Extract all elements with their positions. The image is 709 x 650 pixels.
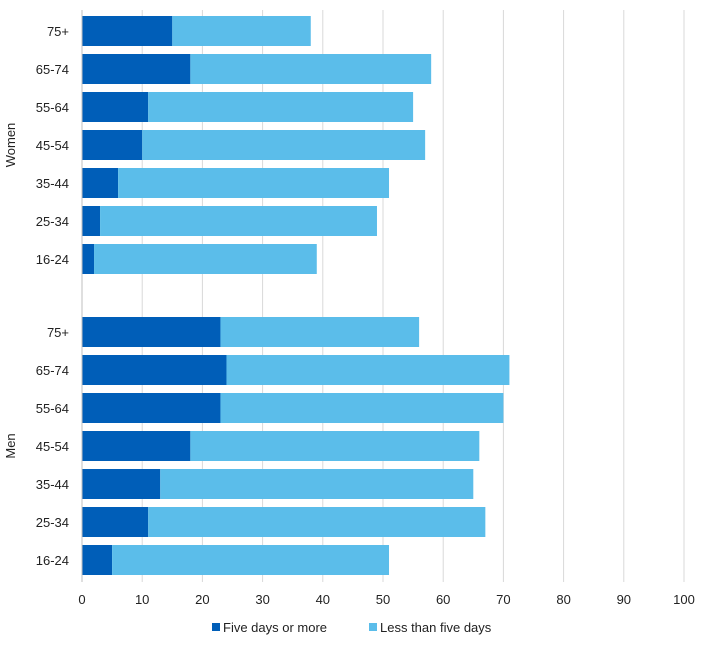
x-tick-label: 30	[255, 592, 269, 607]
y-category-label: 25-34	[36, 515, 69, 530]
bar-five-days-or-more	[82, 545, 113, 575]
bar-five-days-or-more	[82, 469, 161, 499]
legend-swatch	[369, 623, 377, 631]
bar-less-than-five-days	[148, 92, 414, 122]
bar-less-than-five-days	[94, 244, 317, 274]
bar-five-days-or-more	[82, 92, 149, 122]
bar-less-than-five-days	[226, 355, 510, 385]
legend: Five days or more Less than five days	[212, 620, 492, 635]
x-tick-label: 10	[135, 592, 149, 607]
bar-five-days-or-more	[82, 507, 149, 537]
y-axis: 75+ 65-74 55-64 45-54 35-44 25-34 16-24 Women 75…	[3, 24, 69, 568]
y-category-label: 65-74	[36, 62, 69, 77]
bar-less-than-five-days	[148, 507, 486, 537]
bar-five-days-or-more	[82, 206, 101, 236]
y-category-label: 25-34	[36, 214, 69, 229]
y-category-label: 55-64	[36, 100, 69, 115]
x-tick-label: 20	[195, 592, 209, 607]
bar-less-than-five-days	[160, 469, 474, 499]
x-tick-label: 90	[617, 592, 631, 607]
bar-five-days-or-more	[82, 355, 227, 385]
x-tick-label: 40	[316, 592, 330, 607]
x-tick-label: 0	[78, 592, 85, 607]
y-category-label: 45-54	[36, 439, 69, 454]
bar-five-days-or-more	[82, 54, 191, 84]
bar-less-than-five-days	[142, 130, 426, 160]
y-category-label: 16-24	[36, 553, 69, 568]
bar-less-than-five-days	[190, 431, 480, 461]
y-category-label: 35-44	[36, 477, 69, 492]
y-category-label: 75+	[47, 325, 69, 340]
legend-label: Less than five days	[380, 620, 492, 635]
bar-less-than-five-days	[220, 393, 504, 423]
bar-less-than-five-days	[100, 206, 377, 236]
bar-less-than-five-days	[172, 16, 311, 46]
x-tick-label: 100	[673, 592, 695, 607]
y-category-label: 16-24	[36, 252, 69, 267]
bar-five-days-or-more	[82, 317, 221, 347]
legend-swatch	[212, 623, 220, 631]
y-category-label: 55-64	[36, 401, 69, 416]
x-tick-label: 50	[376, 592, 390, 607]
bar-five-days-or-more	[82, 244, 95, 274]
bar-five-days-or-more	[82, 393, 221, 423]
y-category-label: 75+	[47, 24, 69, 39]
bar-less-than-five-days	[112, 545, 390, 575]
bar-less-than-five-days	[118, 168, 390, 198]
bar-less-than-five-days	[220, 317, 420, 347]
bar-less-than-five-days	[190, 54, 432, 84]
bar-five-days-or-more	[82, 431, 191, 461]
x-tick-label: 80	[556, 592, 570, 607]
bar-five-days-or-more	[82, 168, 119, 198]
x-axis: 0 10 20 30 40 50 60 70 80 90 100	[78, 10, 695, 607]
bars	[82, 16, 510, 575]
x-tick-label: 60	[436, 592, 450, 607]
y-category-label: 65-74	[36, 363, 69, 378]
x-tick-label: 70	[496, 592, 510, 607]
bar-five-days-or-more	[82, 16, 173, 46]
y-category-label: 45-54	[36, 138, 69, 153]
legend-label: Five days or more	[223, 620, 327, 635]
group-label: Women	[3, 123, 18, 168]
group-label: Men	[3, 433, 18, 458]
bar-five-days-or-more	[82, 130, 143, 160]
y-category-label: 35-44	[36, 176, 69, 191]
